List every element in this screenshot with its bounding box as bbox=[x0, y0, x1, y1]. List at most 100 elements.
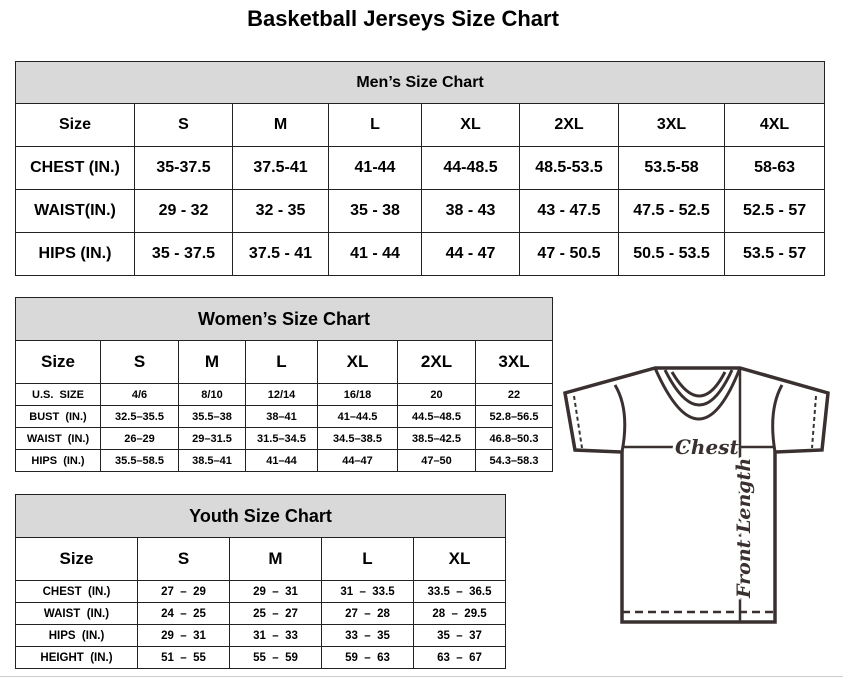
table-cell: 50.5 - 53.5 bbox=[618, 232, 725, 276]
header-cell: 2XL bbox=[519, 103, 619, 147]
row-label: WAIST(IN.) bbox=[15, 189, 135, 233]
header-cell: L bbox=[321, 537, 414, 581]
header-cell: Size bbox=[15, 537, 138, 581]
table-row: U.S. SIZE 4/6 8/10 12/14 16/18 20 22 bbox=[15, 383, 554, 406]
table-cell: 54.3–58.3 bbox=[474, 449, 554, 472]
row-label: BUST (IN.) bbox=[15, 405, 101, 428]
table-cell: 27 – 28 bbox=[321, 602, 414, 625]
table-row: CHEST (IN.) 27 – 29 29 – 31 31 – 33.5 33.5 –… bbox=[15, 580, 507, 603]
table-cell: 48.5-53.5 bbox=[519, 146, 619, 190]
table-cell: 31 – 33 bbox=[229, 624, 322, 647]
header-row: Size S M L XL 2XL 3XL 4XL bbox=[15, 103, 826, 147]
header-cell: L bbox=[245, 340, 318, 384]
table-cell: 38 - 43 bbox=[421, 189, 520, 233]
header-cell: S bbox=[137, 537, 230, 581]
table-row: WAIST (IN.) 26–29 29–31.5 31.5–34.5 34.5–38.… bbox=[15, 427, 554, 450]
table-cell: 38–41 bbox=[245, 405, 318, 428]
table-cell: 41 - 44 bbox=[328, 232, 422, 276]
table-row: HEIGHT (IN.) 51 – 55 55 – 59 59 – 63 63 – 67 bbox=[15, 646, 507, 669]
table-cell: 47 - 50.5 bbox=[519, 232, 619, 276]
header-cell: XL bbox=[317, 340, 398, 384]
table-cell: 41-44 bbox=[328, 146, 422, 190]
table-cell: 31 – 33.5 bbox=[321, 580, 414, 603]
table-cell: 32 - 35 bbox=[232, 189, 329, 233]
table-row: HIPS (IN.) 35.5–58.5 38.5–41 41–44 44–47 47–5… bbox=[15, 449, 554, 472]
table-cell: 27 – 29 bbox=[137, 580, 230, 603]
sleeve-seams bbox=[613, 384, 784, 453]
table-cell: 44-48.5 bbox=[421, 146, 520, 190]
sleeve-hems bbox=[573, 395, 817, 449]
table-cell: 35 – 37 bbox=[412, 624, 507, 647]
table-cell: 43 - 47.5 bbox=[519, 189, 619, 233]
table-cell: 28 – 29.5 bbox=[412, 602, 507, 625]
front-length-label: Front Length bbox=[733, 458, 755, 599]
header-cell: L bbox=[328, 103, 422, 147]
header-cell: S bbox=[134, 103, 233, 147]
table-cell: 29–31.5 bbox=[178, 427, 246, 450]
row-label: WAIST (IN.) bbox=[15, 427, 101, 450]
table-cell: 4/6 bbox=[100, 383, 179, 406]
table-cell: 47.5 - 52.5 bbox=[618, 189, 725, 233]
header-cell: M bbox=[178, 340, 246, 384]
row-label: HIPS (IN.) bbox=[15, 449, 101, 472]
header-cell: XL bbox=[421, 103, 520, 147]
table-row: WAIST(IN.) 29 - 32 32 - 35 35 - 38 38 - 43 43… bbox=[15, 189, 826, 233]
header-cell: 2XL bbox=[397, 340, 476, 384]
header-cell: 3XL bbox=[618, 103, 725, 147]
row-label: U.S. SIZE bbox=[15, 383, 101, 406]
table-cell: 55 – 59 bbox=[229, 646, 322, 669]
table-row: BUST (IN.) 32.5–35.5 35.5–38 38–41 41–44.5 44… bbox=[15, 405, 554, 428]
table-cell: 12/14 bbox=[245, 383, 318, 406]
jersey-outline bbox=[563, 366, 830, 624]
header-cell: XL bbox=[412, 537, 507, 581]
table-cell: 58-63 bbox=[723, 146, 826, 190]
table-cell: 24 – 25 bbox=[137, 602, 230, 625]
table-cell: 29 - 32 bbox=[134, 189, 233, 233]
table-cell: 34.5–38.5 bbox=[317, 427, 398, 450]
table-cell: 44 - 47 bbox=[421, 232, 520, 276]
table-cell: 53.5-58 bbox=[618, 146, 725, 190]
header-cell: M bbox=[229, 537, 322, 581]
table-cell: 44.5–48.5 bbox=[397, 405, 476, 428]
table-cell: 35 - 37.5 bbox=[134, 232, 233, 276]
header-cell: S bbox=[100, 340, 179, 384]
jersey-diagram: Chest Front Length bbox=[563, 366, 830, 624]
table-cell: 20 bbox=[397, 383, 476, 406]
chest-label: Chest bbox=[675, 435, 739, 459]
table-cell: 35-37.5 bbox=[134, 146, 233, 190]
women-chart-caption: Women’s Size Chart bbox=[14, 297, 554, 341]
row-label: HIPS (IN.) bbox=[15, 232, 135, 276]
womens-size-chart: Women’s Size Chart Size S M L XL 2XL 3XL U.S. SI… bbox=[14, 297, 554, 472]
jersey-collar bbox=[653, 367, 742, 421]
table-cell: 37.5 - 41 bbox=[232, 232, 329, 276]
table-cell: 52.8–56.5 bbox=[474, 405, 554, 428]
table-cell: 46.8–50.3 bbox=[474, 427, 554, 450]
table-cell: 29 – 31 bbox=[137, 624, 230, 647]
table-cell: 35.5–38 bbox=[178, 405, 246, 428]
table-cell: 51 – 55 bbox=[137, 646, 230, 669]
table-cell: 63 – 67 bbox=[412, 646, 507, 669]
table-row: CHEST (IN.) 35-37.5 37.5-41 41-44 44-48.5 48.… bbox=[15, 146, 826, 190]
table-cell: 31.5–34.5 bbox=[245, 427, 318, 450]
table-cell: 59 – 63 bbox=[321, 646, 414, 669]
header-cell: 3XL bbox=[474, 340, 554, 384]
table-cell: 26–29 bbox=[100, 427, 179, 450]
table-cell: 38.5–42.5 bbox=[397, 427, 476, 450]
row-label: CHEST (IN.) bbox=[15, 146, 135, 190]
header-row: Size S M L XL 2XL 3XL bbox=[15, 340, 554, 384]
table-cell: 44–47 bbox=[317, 449, 398, 472]
table-cell: 41–44 bbox=[245, 449, 318, 472]
table-cell: 37.5-41 bbox=[232, 146, 329, 190]
row-label: HIPS (IN.) bbox=[15, 624, 138, 647]
header-row: Size S M L XL bbox=[15, 537, 507, 581]
table-cell: 22 bbox=[474, 383, 554, 406]
header-cell: Size bbox=[15, 340, 101, 384]
table-cell: 35.5–58.5 bbox=[100, 449, 179, 472]
table-row: WAIST (IN.) 24 – 25 25 – 27 27 – 28 28 – 29.… bbox=[15, 602, 507, 625]
table-cell: 47–50 bbox=[397, 449, 476, 472]
divider bbox=[0, 676, 843, 677]
table-cell: 53.5 - 57 bbox=[723, 232, 826, 276]
table-cell: 35 - 38 bbox=[328, 189, 422, 233]
table-cell: 29 – 31 bbox=[229, 580, 322, 603]
table-cell: 8/10 bbox=[178, 383, 246, 406]
